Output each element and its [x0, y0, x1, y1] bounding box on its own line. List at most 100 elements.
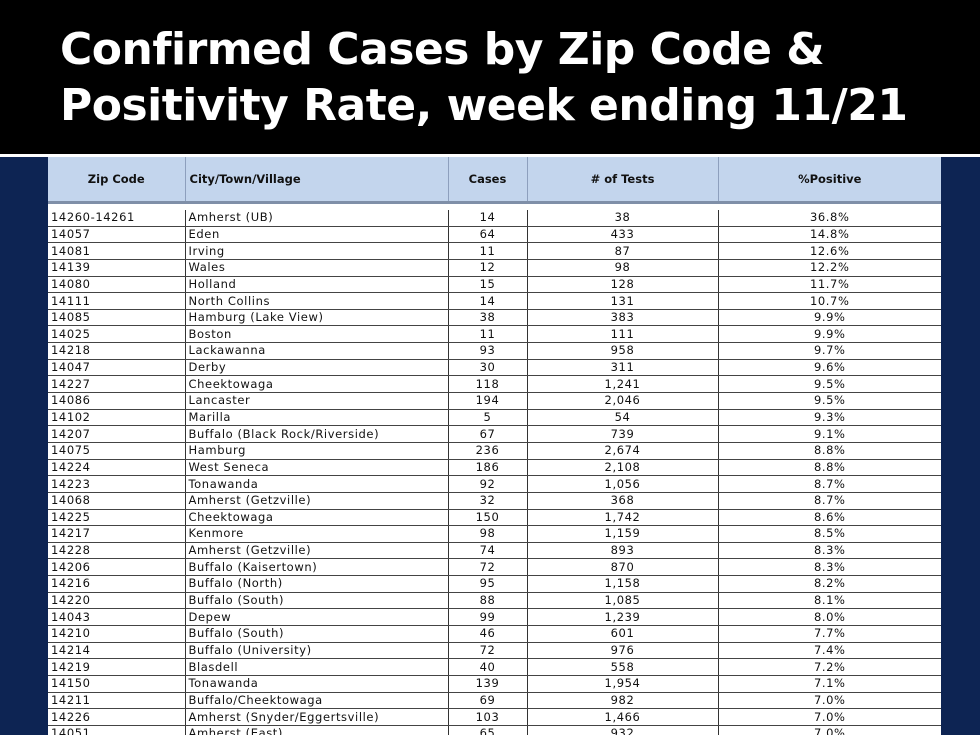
cell-cases: 15 — [448, 276, 528, 294]
cell-cases: 99 — [448, 608, 528, 627]
cell-zip-code: 14057 — [48, 226, 186, 244]
cell-positive: 12.2% — [718, 259, 941, 277]
cell-tests: 1,742 — [527, 509, 719, 527]
cell-cases: 236 — [448, 442, 528, 460]
cell-tests: 111 — [527, 325, 719, 344]
cell-positive: 9.6% — [718, 359, 941, 377]
cell-cases: 72 — [448, 642, 528, 660]
cell-tests: 433 — [527, 226, 719, 244]
header-spacer — [48, 202, 941, 210]
table-row: 14080 Holland 15 128 11.7% — [48, 276, 941, 294]
cell-city: Buffalo (Kaisertown) — [185, 558, 449, 577]
table-header-row: Zip Code City/Town/Village Cases # of Te… — [48, 157, 941, 204]
cell-zip-code: 14214 — [48, 642, 186, 660]
cell-cases: 186 — [448, 459, 528, 477]
cell-cases: 11 — [448, 325, 528, 344]
cell-city: Cheektowaga — [185, 375, 449, 394]
cell-cases: 88 — [448, 592, 528, 610]
cell-tests: 1,241 — [527, 375, 719, 394]
cell-zip-code: 14150 — [48, 675, 186, 693]
table-row: 14210 Buffalo (South) 46 601 7.7% — [48, 625, 941, 643]
cell-cases: 74 — [448, 542, 528, 560]
cell-zip-code: 14085 — [48, 309, 186, 327]
cell-city: Amherst (East) — [185, 725, 449, 735]
cell-tests: 38 — [527, 210, 719, 227]
cell-positive: 8.8% — [718, 442, 941, 460]
table-row: 14139 Wales 12 98 12.2% — [48, 259, 941, 277]
cell-tests: 893 — [527, 542, 719, 560]
cell-city: Amherst (Getzville) — [185, 492, 449, 510]
cell-cases: 30 — [448, 359, 528, 377]
cell-city: North Collins — [185, 292, 449, 310]
table-row: 14085 Hamburg (Lake View) 38 383 9.9% — [48, 309, 941, 327]
cell-positive: 7.2% — [718, 658, 941, 676]
cell-cases: 40 — [448, 658, 528, 676]
cell-zip-code: 14210 — [48, 625, 186, 643]
cell-city: West Seneca — [185, 459, 449, 477]
cell-zip-code: 14224 — [48, 459, 186, 477]
cell-tests: 558 — [527, 658, 719, 676]
cell-zip-code: 14226 — [48, 708, 186, 726]
cell-cases: 5 — [448, 409, 528, 427]
cell-cases: 32 — [448, 492, 528, 510]
cell-positive: 9.5% — [718, 392, 941, 410]
cell-city: Buffalo (University) — [185, 642, 449, 660]
table-row: 14223 Tonawanda 92 1,056 8.7% — [48, 475, 941, 493]
cell-zip-code: 14227 — [48, 375, 186, 394]
cell-cases: 64 — [448, 226, 528, 244]
cell-positive: 9.9% — [718, 309, 941, 327]
cell-cases: 38 — [448, 309, 528, 327]
cell-tests: 131 — [527, 292, 719, 310]
cell-positive: 9.3% — [718, 409, 941, 427]
cell-cases: 150 — [448, 509, 528, 527]
table-row: 14218 Lackawanna 93 958 9.7% — [48, 342, 941, 360]
cell-tests: 958 — [527, 342, 719, 360]
cell-positive: 8.2% — [718, 575, 941, 593]
cell-city: Marilla — [185, 409, 449, 427]
cell-positive: 9.7% — [718, 342, 941, 360]
cell-zip-code: 14207 — [48, 425, 186, 443]
cell-tests: 2,674 — [527, 442, 719, 460]
cell-cases: 69 — [448, 692, 528, 710]
cell-cases: 95 — [448, 575, 528, 593]
cell-city: Amherst (UB) — [185, 210, 449, 227]
cell-tests: 2,108 — [527, 459, 719, 477]
cell-city: Amherst (Getzville) — [185, 542, 449, 560]
cell-city: Amherst (Snyder/Eggertsville) — [185, 708, 449, 726]
cell-city: Hamburg (Lake View) — [185, 309, 449, 327]
table-row: 14102 Marilla 5 54 9.3% — [48, 409, 941, 427]
table-row: 14206 Buffalo (Kaisertown) 72 870 8.3% — [48, 558, 941, 577]
cell-city: Lackawanna — [185, 342, 449, 360]
cell-zip-code: 14228 — [48, 542, 186, 560]
cell-positive: 7.0% — [718, 725, 941, 735]
cell-positive: 8.0% — [718, 608, 941, 627]
cell-cases: 72 — [448, 558, 528, 577]
cell-tests: 982 — [527, 692, 719, 710]
table-row: 14051 Amherst (East) 65 932 7.0% — [48, 725, 941, 735]
cell-cases: 139 — [448, 675, 528, 693]
cell-zip-code: 14217 — [48, 525, 186, 543]
cell-zip-code: 14102 — [48, 409, 186, 427]
title-divider — [0, 154, 980, 157]
cell-positive: 8.3% — [718, 542, 941, 560]
cell-zip-code: 14080 — [48, 276, 186, 294]
cell-tests: 932 — [527, 725, 719, 735]
slide-title: Confirmed Cases by Zip Code & Positivity… — [60, 24, 908, 131]
header-cases: Cases — [448, 157, 528, 204]
cell-zip-code: 14260-14261 — [48, 210, 186, 227]
table-row: 14025 Boston 11 111 9.9% — [48, 325, 941, 344]
cell-positive: 9.1% — [718, 425, 941, 443]
cell-zip-code: 14075 — [48, 442, 186, 460]
cell-positive: 12.6% — [718, 242, 941, 260]
cell-zip-code: 14068 — [48, 492, 186, 510]
cell-cases: 98 — [448, 525, 528, 543]
table-row: 14217 Kenmore 98 1,159 8.5% — [48, 525, 941, 543]
header-positive: %Positive — [718, 157, 941, 204]
table-row: 14047 Derby 30 311 9.6% — [48, 359, 941, 377]
cell-zip-code: 14047 — [48, 359, 186, 377]
cell-positive: 9.5% — [718, 375, 941, 394]
table-row: 14219 Blasdell 40 558 7.2% — [48, 658, 941, 676]
cell-zip-code: 14225 — [48, 509, 186, 527]
cell-cases: 12 — [448, 259, 528, 277]
table-row: 14207 Buffalo (Black Rock/Riverside) 67 739… — [48, 425, 941, 443]
